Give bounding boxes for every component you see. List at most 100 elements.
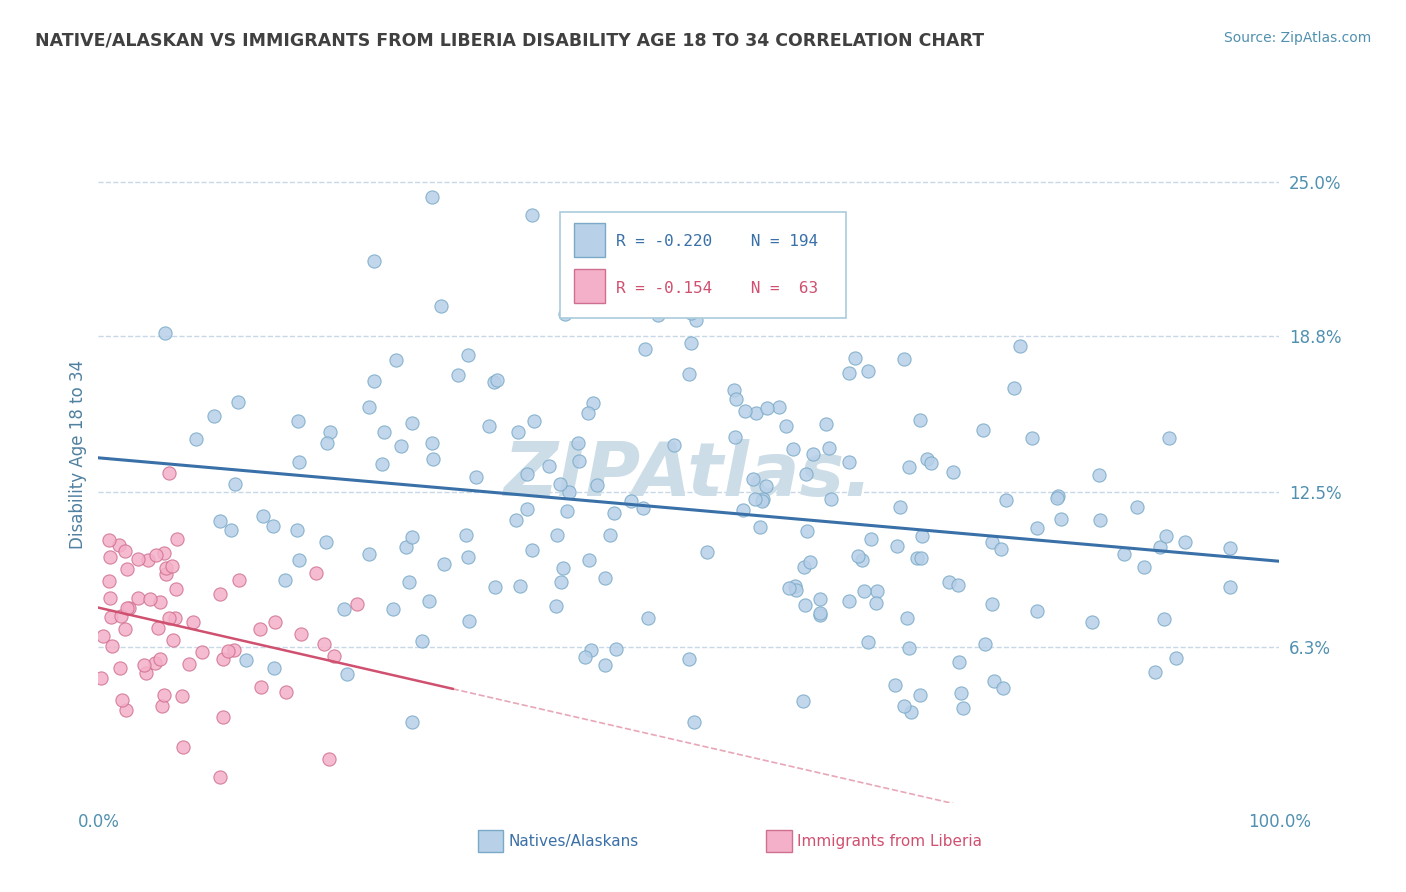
Point	[153, 547, 176, 561]
Y-axis label: Disability Age 18 to 34: Disability Age 18 to 34	[69, 360, 87, 549]
Point	[165, 582, 187, 596]
Point	[371, 457, 394, 471]
Point	[401, 417, 423, 431]
Point	[678, 652, 700, 666]
Point	[401, 715, 423, 730]
Point	[859, 532, 882, 546]
Point	[505, 513, 527, 527]
Point	[285, 524, 308, 538]
Point	[910, 688, 932, 702]
Point	[910, 551, 932, 566]
Point	[316, 435, 339, 450]
Point	[751, 493, 773, 508]
Point	[1112, 547, 1135, 561]
Point	[1045, 491, 1067, 505]
Point	[398, 575, 420, 590]
Point	[226, 395, 249, 409]
Point	[219, 523, 242, 537]
Point	[1218, 541, 1240, 556]
Point	[574, 649, 596, 664]
Point	[132, 657, 155, 672]
Point	[568, 454, 591, 468]
Point	[946, 577, 969, 591]
Point	[785, 244, 807, 259]
Point	[117, 561, 139, 575]
Point	[401, 530, 423, 544]
Point	[430, 299, 453, 313]
Point	[235, 652, 257, 666]
Point	[537, 459, 560, 474]
Point	[799, 555, 821, 569]
Point	[744, 492, 766, 507]
Point	[554, 307, 576, 321]
Point	[110, 609, 132, 624]
Point	[465, 469, 488, 483]
Point	[920, 456, 942, 470]
Point	[522, 414, 544, 428]
Point	[846, 549, 869, 563]
Point	[995, 493, 1018, 508]
Point	[249, 622, 271, 636]
Text: R = -0.154    N =  63: R = -0.154 N = 63	[616, 281, 818, 295]
Point	[889, 500, 911, 515]
Point	[550, 575, 572, 590]
Point	[731, 503, 754, 517]
Point	[974, 637, 997, 651]
Text: Immigrants from Liberia: Immigrants from Liberia	[797, 834, 983, 848]
Point	[208, 770, 231, 784]
Point	[724, 430, 747, 444]
Point	[97, 533, 120, 547]
Point	[157, 611, 180, 625]
Point	[1088, 513, 1111, 527]
Point	[454, 528, 477, 542]
Point	[190, 645, 212, 659]
Point	[911, 529, 934, 543]
Point	[157, 466, 180, 480]
Point	[808, 606, 831, 620]
Point	[458, 614, 481, 628]
Point	[1153, 612, 1175, 626]
Point	[457, 347, 479, 361]
Point	[114, 544, 136, 558]
Point	[163, 610, 186, 624]
Point	[172, 690, 194, 704]
Point	[447, 368, 470, 382]
Point	[546, 528, 568, 542]
Point	[228, 573, 250, 587]
Point	[1149, 540, 1171, 554]
Point	[135, 665, 157, 680]
Point	[851, 553, 873, 567]
Point	[1126, 500, 1149, 514]
Point	[136, 552, 159, 566]
Point	[893, 352, 915, 367]
Point	[548, 476, 571, 491]
Point	[1143, 665, 1166, 680]
Point	[1088, 468, 1111, 483]
Point	[593, 658, 616, 673]
Point	[603, 506, 626, 520]
Point	[558, 484, 581, 499]
Point	[115, 703, 138, 717]
Point	[389, 439, 412, 453]
Point	[1219, 580, 1241, 594]
Point	[149, 651, 172, 665]
Point	[363, 374, 385, 388]
Point	[155, 567, 177, 582]
Point	[422, 452, 444, 467]
Point	[896, 611, 918, 625]
Point	[838, 455, 860, 469]
Point	[111, 693, 134, 707]
Point	[952, 701, 974, 715]
Point	[793, 599, 815, 613]
Text: NATIVE/ALASKAN VS IMMIGRANTS FROM LIBERIA DISABILITY AGE 18 TO 34 CORRELATION CH: NATIVE/ALASKAN VS IMMIGRANTS FROM LIBERI…	[35, 31, 984, 49]
Point	[938, 575, 960, 590]
Point	[794, 467, 817, 481]
Point	[983, 674, 1005, 689]
Point	[579, 642, 602, 657]
Point	[1026, 521, 1049, 535]
Point	[263, 661, 285, 675]
Point	[893, 698, 915, 713]
Point	[146, 621, 169, 635]
Point	[457, 549, 479, 564]
Point	[1008, 339, 1031, 353]
